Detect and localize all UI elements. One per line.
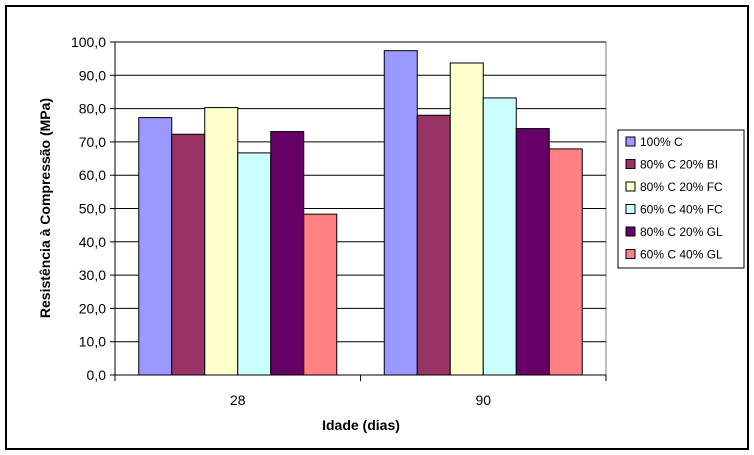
y-axis-title: Resistência à Compressão (MPa) (37, 98, 53, 318)
y-tick-label: 100,0 (71, 34, 106, 50)
bar (416, 114, 451, 376)
bar (204, 107, 239, 376)
y-tick-label: 40,0 (79, 234, 106, 250)
legend-swatch (625, 136, 636, 147)
y-tick-label: 80,0 (79, 101, 106, 117)
axes (110, 41, 607, 381)
y-tick-label: 0,0 (87, 367, 107, 383)
x-tick-labels: 28 90 (230, 392, 491, 408)
bar (270, 131, 305, 376)
legend-label: 60% C 40% GL (640, 248, 723, 262)
legend-swatch (625, 226, 636, 237)
legend-label: 80% C 20% GL (640, 225, 723, 239)
y-tick-label: 50,0 (79, 201, 106, 217)
bar (383, 50, 418, 376)
legend-swatch (625, 181, 636, 192)
y-tick-label: 30,0 (79, 267, 106, 283)
bar (237, 152, 272, 376)
y-tick-label: 10,0 (79, 334, 106, 350)
y-tick-label: 90,0 (79, 67, 106, 83)
legend-swatch (625, 204, 636, 214)
bar (515, 128, 550, 376)
bar (303, 213, 338, 376)
legend: 100% C 80% C 20% BI 80% C 20% FC 60% C 40% … (625, 135, 723, 262)
legend-swatch (625, 159, 636, 169)
legend-label: 60% C 40% FC (640, 203, 723, 217)
bar (548, 148, 583, 376)
x-tick-label: 90 (475, 392, 491, 408)
y-tick-labels: 0,0 10,0 20,0 30,0 40,0 50,0 60,0 70,0 80,0 90,0 1… (71, 34, 106, 383)
bar (171, 133, 206, 376)
legend-label: 80% C 20% BI (640, 158, 718, 172)
y-tick-label: 70,0 (79, 134, 106, 150)
legend-label: 100% C (640, 135, 683, 149)
legend-label: 80% C 20% FC (640, 180, 723, 194)
bar (482, 97, 517, 376)
y-tick-label: 60,0 (79, 167, 106, 183)
bar (138, 117, 173, 376)
bar (449, 62, 484, 376)
y-tick-label: 20,0 (79, 300, 106, 316)
legend-swatch (625, 249, 636, 259)
x-axis-title: Idade (dias) (322, 417, 400, 433)
legend-box (617, 129, 745, 269)
x-tick-label: 28 (230, 392, 246, 408)
